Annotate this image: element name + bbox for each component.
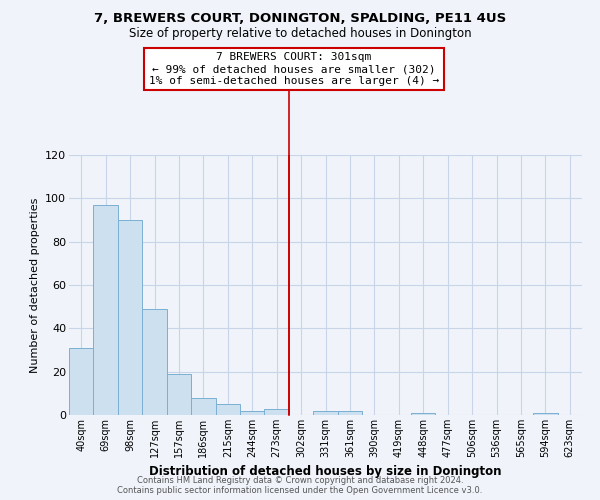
Bar [69,348,94,415]
Bar [533,413,557,415]
Bar [142,309,167,415]
Bar [215,404,240,415]
Y-axis label: Number of detached properties: Number of detached properties [29,198,40,372]
Bar [118,220,142,415]
Text: Contains HM Land Registry data © Crown copyright and database right 2024.: Contains HM Land Registry data © Crown c… [137,476,463,485]
Bar [240,410,265,415]
Text: 7 BREWERS COURT: 301sqm
← 99% of detached houses are smaller (302)
1% of semi-de: 7 BREWERS COURT: 301sqm ← 99% of detache… [149,52,439,86]
Bar [265,408,289,415]
Bar [411,413,436,415]
Bar [94,205,118,415]
Bar [313,410,338,415]
Bar [338,410,362,415]
Text: 7, BREWERS COURT, DONINGTON, SPALDING, PE11 4US: 7, BREWERS COURT, DONINGTON, SPALDING, P… [94,12,506,26]
Text: Contains public sector information licensed under the Open Government Licence v3: Contains public sector information licen… [118,486,482,495]
X-axis label: Distribution of detached houses by size in Donington: Distribution of detached houses by size … [149,466,502,478]
Bar [191,398,215,415]
Bar [167,374,191,415]
Text: Size of property relative to detached houses in Donington: Size of property relative to detached ho… [128,28,472,40]
